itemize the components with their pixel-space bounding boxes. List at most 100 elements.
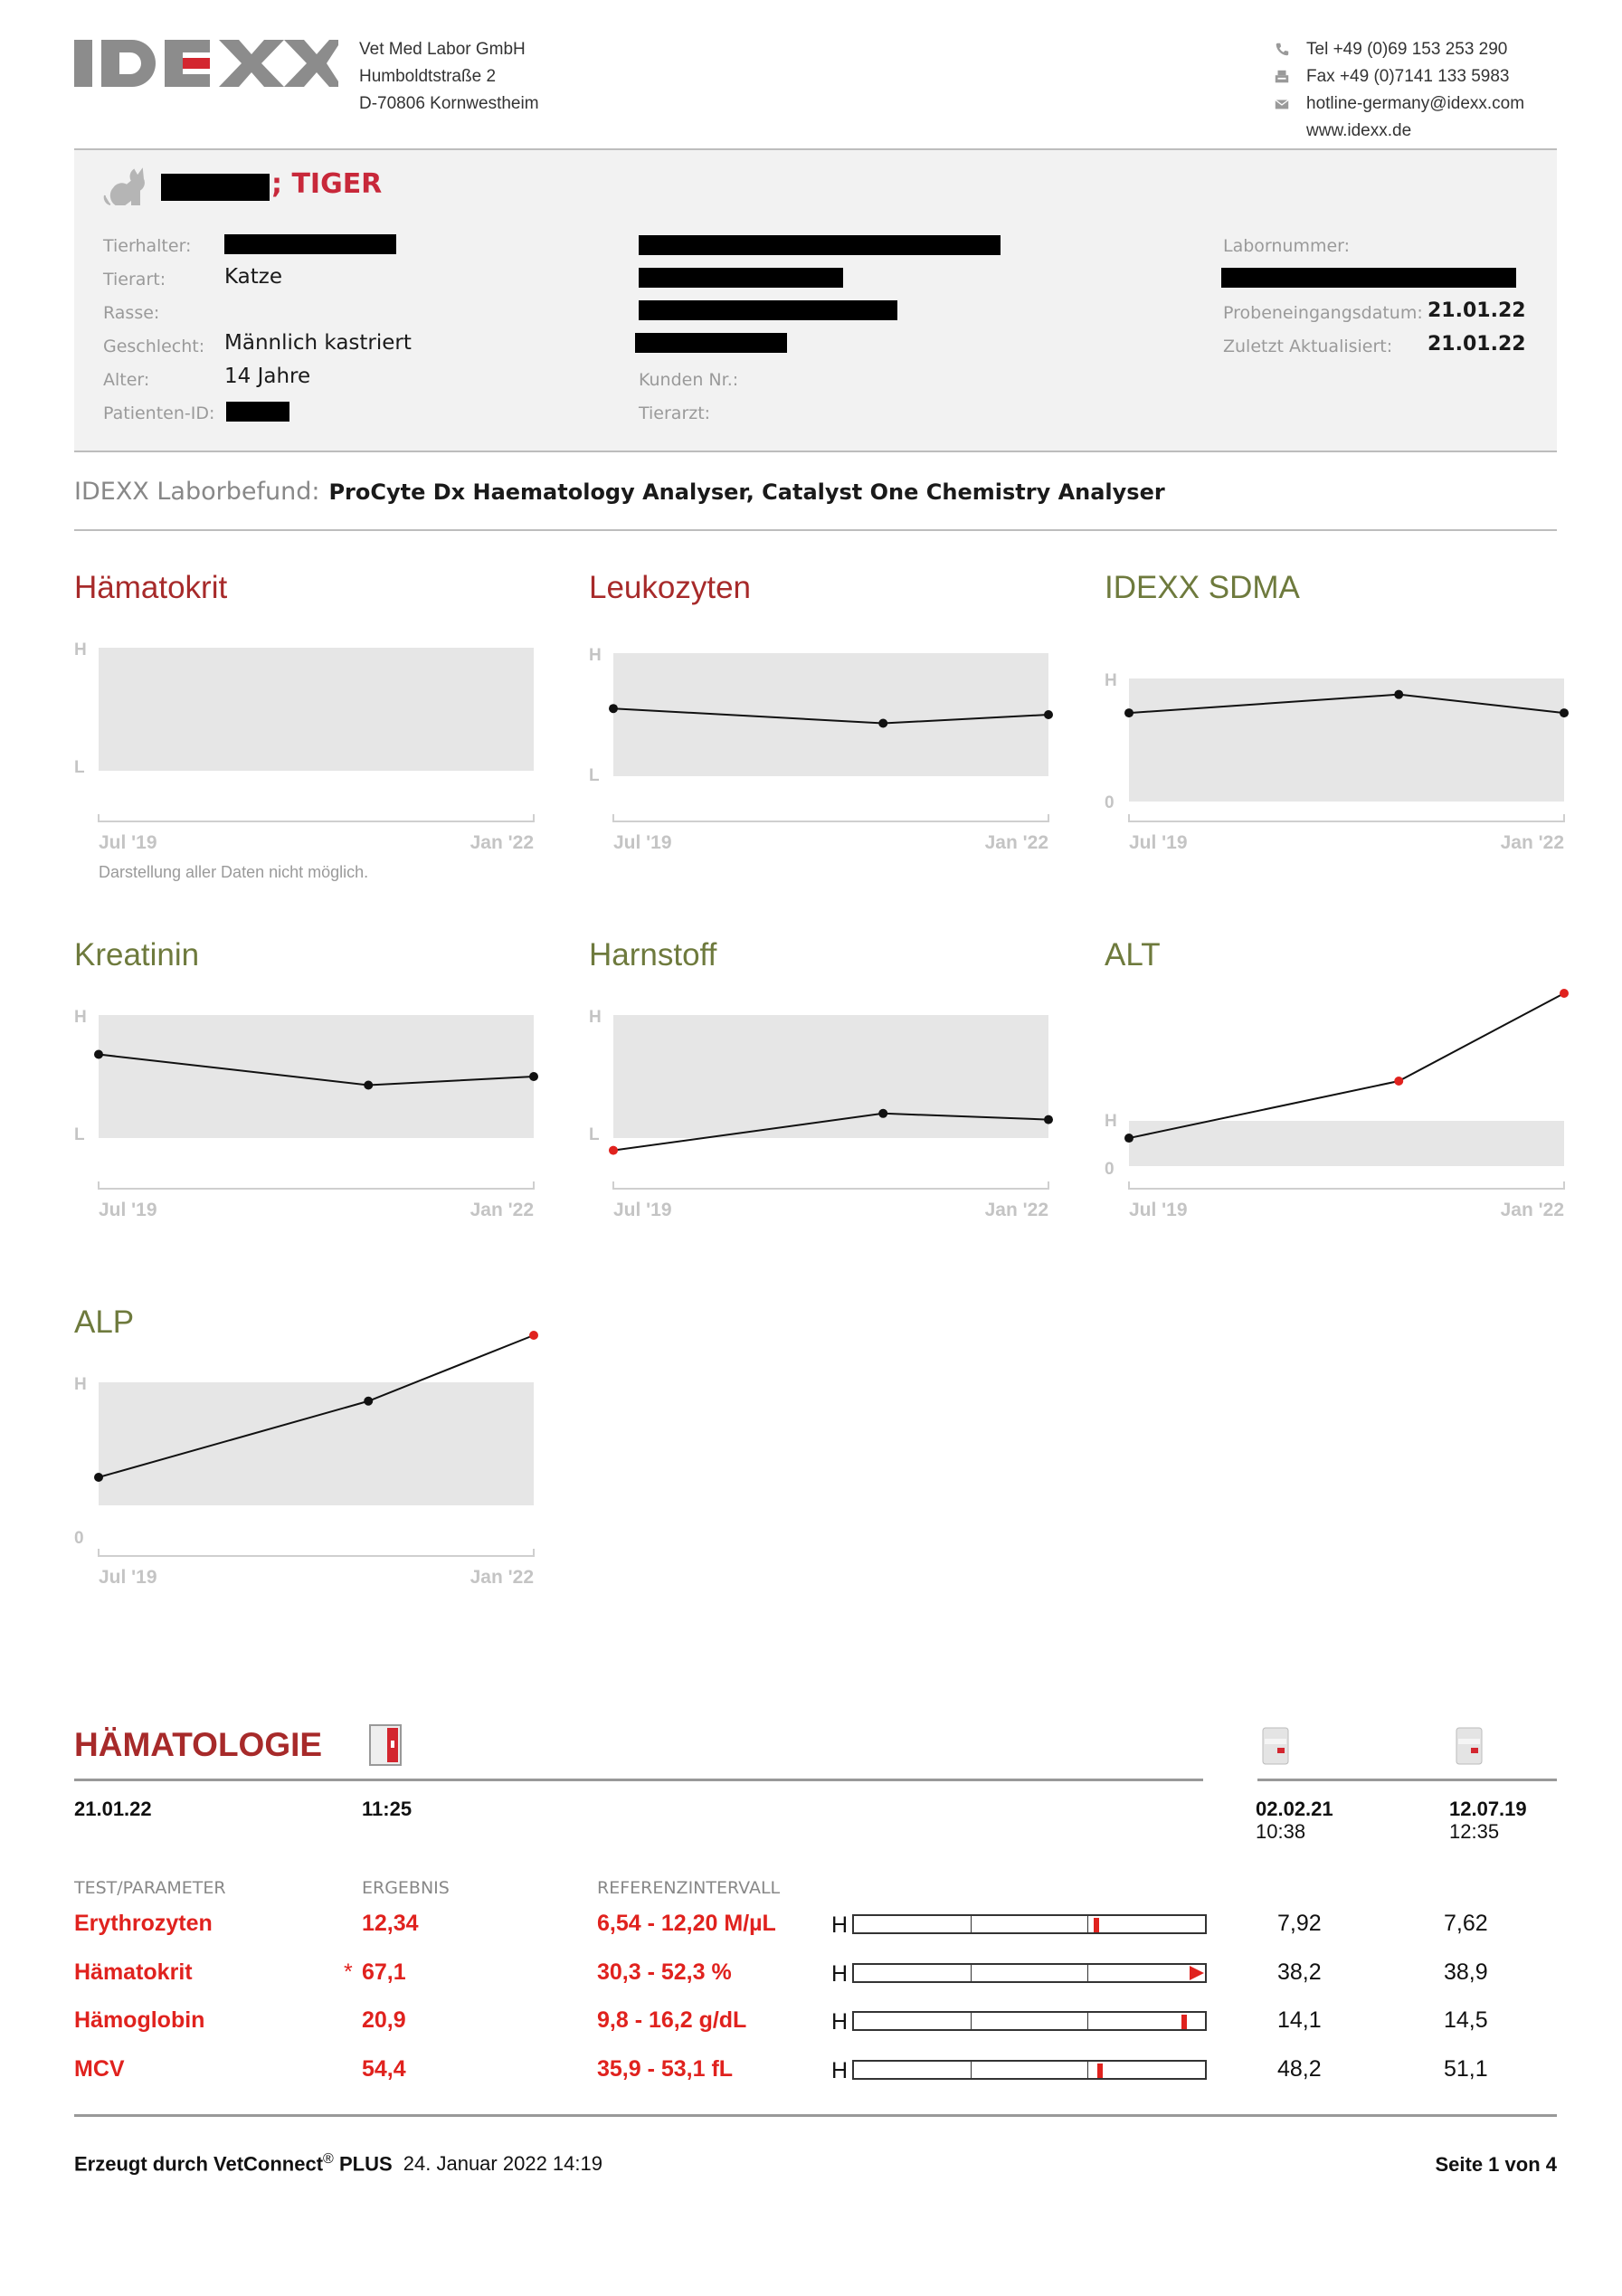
- test-name: Erythrozyten: [74, 1911, 213, 1936]
- reference-range: 35,9 - 53,1 fL: [597, 2056, 734, 2082]
- phone-text[interactable]: Tel +49 (0)69 153 253 290: [1306, 40, 1508, 59]
- high-flag: H: [831, 2058, 849, 2083]
- lab-address: Vet Med Labor GmbH Humboldtstraße 2 D-70…: [359, 36, 539, 118]
- updated-date: 21.01.22: [1428, 333, 1526, 356]
- ref-high-label: H: [74, 640, 87, 659]
- prev2-date: 12.07.19: [1449, 1798, 1527, 1820]
- generated-prefix: Erzeugt durch VetConnect: [74, 2152, 324, 2176]
- prev1-value: 7,92: [1277, 1911, 1322, 1936]
- chart-hämatokrit: Hämatokrit H L Jul '19 Jan '22 Darstellung al…: [74, 570, 563, 881]
- prev2-value: 38,9: [1444, 1959, 1488, 1985]
- data-point: [364, 1396, 374, 1406]
- data-point: [529, 1072, 538, 1081]
- prev1-time: 10:38: [1256, 1820, 1306, 1843]
- x-axis: [612, 814, 1049, 822]
- chart-title: IDEXX SDMA: [1105, 570, 1300, 605]
- label-received: Probeneingangsdatum:: [1223, 303, 1423, 323]
- web-link[interactable]: www.idexx.de: [1306, 121, 1412, 140]
- data-point: [1560, 708, 1569, 718]
- analyser-icon: [369, 1724, 402, 1770]
- idexx-logo: [74, 40, 338, 87]
- registered-mark: ®: [323, 2151, 334, 2167]
- chart-title: Hämatokrit: [74, 570, 228, 605]
- chart-note: Darstellung aller Daten nicht möglich.: [99, 863, 369, 881]
- chart-alt: ALT H 0 Jul '19 Jan '22: [1105, 937, 1593, 1236]
- x-axis: [98, 1181, 535, 1190]
- footer-rule: [74, 2114, 1557, 2117]
- chart-alp: ALP H 0 Jul '19 Jan '22: [74, 1305, 563, 1603]
- section-rule: [74, 1779, 1203, 1781]
- x-tick-label: Jul '19: [613, 832, 672, 853]
- out-of-range-arrow: [1190, 1966, 1204, 1980]
- flag-star: *: [344, 1959, 353, 1985]
- range-bar: [852, 2011, 1207, 2031]
- data-point: [1044, 1115, 1053, 1124]
- result-value: 20,9: [362, 2007, 406, 2033]
- test-name: MCV: [74, 2056, 125, 2082]
- high-flag: H: [831, 1912, 849, 1938]
- data-point: [1560, 989, 1569, 998]
- ref-low-label: L: [74, 1125, 85, 1144]
- sex-value: Männlich kastriert: [224, 331, 412, 355]
- test-name: Hämoglobin: [74, 2007, 205, 2033]
- prev2-value: 51,1: [1444, 2056, 1488, 2082]
- generated-suffix: PLUS: [338, 2152, 393, 2176]
- data-point: [878, 718, 888, 728]
- ref-low-label: L: [74, 758, 85, 777]
- email-icon: [1274, 90, 1306, 118]
- prev1-value: 14,1: [1277, 2007, 1322, 2033]
- chart-plot: H L Jul '19 Jan '22: [74, 1008, 538, 1220]
- patient-name: ; TIGER: [271, 168, 383, 200]
- reference-range: 9,8 - 16,2 g/dL: [597, 2007, 747, 2033]
- prev1-value: 38,2: [1277, 1959, 1322, 1985]
- lab-contact: Tel +49 (0)69 153 253 290 Fax +49 (0)714…: [1274, 36, 1524, 145]
- chart-title: Harnstoff: [589, 937, 717, 972]
- chart-plot: H L Jul '19 Jan '22: [74, 640, 535, 853]
- range-bar: [852, 1914, 1207, 1934]
- x-axis: [98, 814, 535, 822]
- col-test: TEST/PARAMETER: [74, 1878, 226, 1898]
- x-tick-label: Jan '22: [470, 1200, 534, 1220]
- test-name: Hämatokrit: [74, 1959, 193, 1985]
- range-bar: [852, 1963, 1207, 1983]
- chart-plot: H 0 Jul '19 Jan '22: [1105, 989, 1569, 1220]
- x-axis: [612, 1181, 1049, 1190]
- chart-plot: H 0 Jul '19 Jan '22: [74, 1331, 538, 1588]
- data-point: [609, 1145, 618, 1155]
- chart-title: ALT: [1105, 937, 1161, 972]
- reference-range: 30,3 - 52,3 %: [597, 1959, 732, 1985]
- divider: [74, 529, 1557, 531]
- data-point: [94, 1049, 103, 1059]
- x-tick-label: Jul '19: [99, 1200, 157, 1220]
- chart-idexx-sdma: IDEXX SDMA H 0 Jul '19 Jan '22: [1105, 570, 1593, 868]
- label-breed: Rasse:: [103, 303, 160, 323]
- chart-title: Leukozyten: [589, 570, 752, 605]
- high-flag: H: [831, 2009, 849, 2035]
- data-point: [609, 704, 618, 714]
- species-value: Katze: [224, 265, 283, 289]
- data-point: [1394, 1077, 1404, 1086]
- received-date: 21.01.22: [1428, 299, 1526, 322]
- ref-high-label: H: [589, 1008, 602, 1027]
- reference-band: [613, 1015, 1048, 1138]
- phone-icon: [1274, 36, 1306, 63]
- x-tick-label: Jan '22: [985, 1200, 1048, 1220]
- generated-date: 24. Januar 2022 14:19: [403, 2152, 602, 2176]
- reference-range: 6,54 - 12,20 M/µL: [597, 1911, 776, 1936]
- prev2-value: 14,5: [1444, 2007, 1488, 2033]
- section-title: HÄMATOLOGIE: [74, 1726, 323, 1763]
- label-sex: Geschlecht:: [103, 337, 205, 356]
- x-tick-label: Jul '19: [99, 832, 157, 853]
- email-link[interactable]: hotline-germany@idexx.com: [1306, 94, 1525, 113]
- analyser-icon-prev1: [1257, 1726, 1294, 1770]
- chart-plot: H L Jul '19 Jan '22: [589, 646, 1053, 853]
- data-point: [1124, 1134, 1134, 1143]
- chart-kreatinin: Kreatinin H L Jul '19 Jan '22: [74, 937, 563, 1236]
- result-value: 67,1: [362, 1959, 406, 1985]
- label-vet: Tierarzt:: [639, 403, 711, 423]
- series-line: [1128, 992, 1565, 1140]
- high-flag: H: [831, 1961, 849, 1987]
- result-marker: [1093, 1918, 1099, 1932]
- lab-city: D-70806 Kornwestheim: [359, 94, 539, 113]
- lab-name: Vet Med Labor GmbH: [359, 40, 526, 59]
